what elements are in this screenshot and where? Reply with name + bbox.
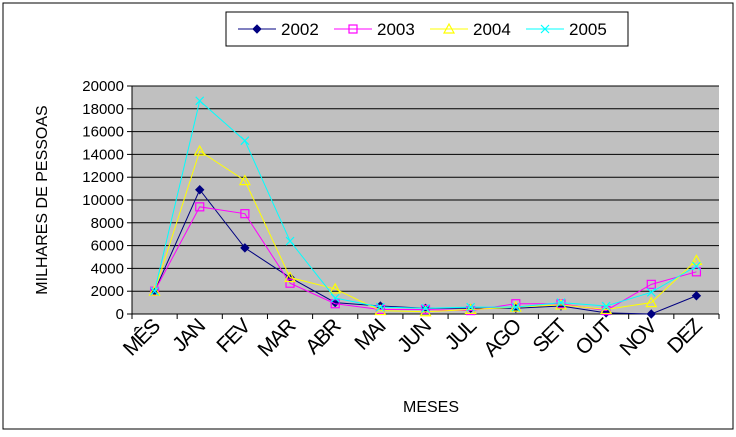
data-point bbox=[691, 267, 702, 277]
data-point bbox=[240, 209, 250, 219]
data-point bbox=[329, 282, 342, 294]
data-point bbox=[240, 136, 250, 146]
data-point bbox=[556, 298, 566, 308]
data-point bbox=[240, 243, 250, 253]
data-point bbox=[466, 302, 476, 312]
series-line bbox=[154, 150, 697, 313]
legend-label: 2002 bbox=[281, 20, 319, 39]
y-tick-labels: 0 2000 4000 6000 8000 10000 12000 14000 16000 180… bbox=[82, 78, 124, 323]
y-tick-label: 14000 bbox=[82, 146, 124, 163]
marker-stroke bbox=[556, 298, 566, 308]
data-point bbox=[511, 302, 521, 312]
data-point bbox=[193, 144, 206, 156]
marker-stroke bbox=[285, 236, 295, 246]
legend-label: 2003 bbox=[377, 20, 415, 39]
series-line bbox=[154, 206, 697, 312]
marker-stroke bbox=[601, 301, 611, 311]
data-point bbox=[645, 296, 658, 308]
marker-stroke bbox=[150, 286, 160, 296]
legend-item-2003: 2003 bbox=[334, 20, 415, 39]
data-point bbox=[150, 286, 160, 296]
marker-stroke bbox=[375, 302, 385, 312]
series-lines bbox=[148, 96, 703, 319]
data-point bbox=[691, 261, 701, 271]
legend-marker bbox=[252, 24, 262, 34]
marker-stroke bbox=[691, 261, 701, 271]
y-tick-label: 6000 bbox=[91, 238, 124, 255]
data-point bbox=[646, 287, 656, 297]
data-point bbox=[691, 291, 702, 301]
y-tick-label: 0 bbox=[116, 306, 124, 323]
y-tick-label: 16000 bbox=[82, 124, 124, 141]
legend-marker bbox=[348, 24, 358, 34]
legend-item-2005: 2005 bbox=[526, 20, 607, 39]
y-axis-label: MILHARES DE PESSOAS bbox=[34, 105, 51, 294]
data-point bbox=[690, 254, 703, 266]
marker-stroke bbox=[511, 302, 521, 312]
y-tick-label: 20000 bbox=[82, 78, 124, 95]
marker-stroke bbox=[646, 287, 656, 297]
x-axis-label: MESES bbox=[403, 399, 459, 416]
data-point bbox=[195, 202, 205, 212]
y-tick-label: 10000 bbox=[82, 192, 124, 209]
y-tick-label: 8000 bbox=[91, 215, 124, 232]
data-point bbox=[601, 301, 611, 311]
marker-stroke bbox=[240, 136, 250, 146]
data-point bbox=[330, 293, 340, 303]
marker-stroke bbox=[540, 24, 550, 34]
data-point bbox=[646, 309, 656, 319]
y-tick-label: 12000 bbox=[82, 169, 124, 186]
y-tick-label: 18000 bbox=[82, 101, 124, 118]
data-point bbox=[148, 284, 161, 296]
y-tick-label: 2000 bbox=[91, 283, 124, 300]
data-point bbox=[375, 302, 385, 312]
legend-item-2004: 2004 bbox=[430, 20, 511, 39]
legend-box bbox=[225, 11, 629, 47]
data-point bbox=[195, 185, 205, 195]
data-point bbox=[284, 271, 297, 283]
legend: 2002 2003 2004 2005 bbox=[225, 11, 629, 47]
data-point bbox=[420, 304, 431, 315]
data-point bbox=[285, 236, 295, 246]
data-point bbox=[238, 174, 251, 186]
marker-stroke bbox=[195, 96, 205, 106]
marker-stroke bbox=[466, 302, 476, 312]
data-point bbox=[285, 278, 295, 288]
legend-item-2002: 2002 bbox=[238, 20, 319, 39]
series-2005 bbox=[150, 96, 701, 313]
grid-lines bbox=[127, 85, 720, 319]
legend-marker bbox=[442, 22, 456, 34]
legend-marker bbox=[540, 24, 550, 34]
data-point bbox=[330, 299, 340, 309]
data-point bbox=[195, 96, 205, 106]
legend-label: 2005 bbox=[569, 20, 607, 39]
marker-stroke bbox=[421, 303, 430, 313]
data-point bbox=[646, 279, 656, 289]
y-tick-label: 4000 bbox=[91, 260, 124, 277]
marker-stroke bbox=[330, 293, 340, 303]
data-point bbox=[421, 303, 430, 313]
legend-label: 2004 bbox=[473, 20, 511, 39]
